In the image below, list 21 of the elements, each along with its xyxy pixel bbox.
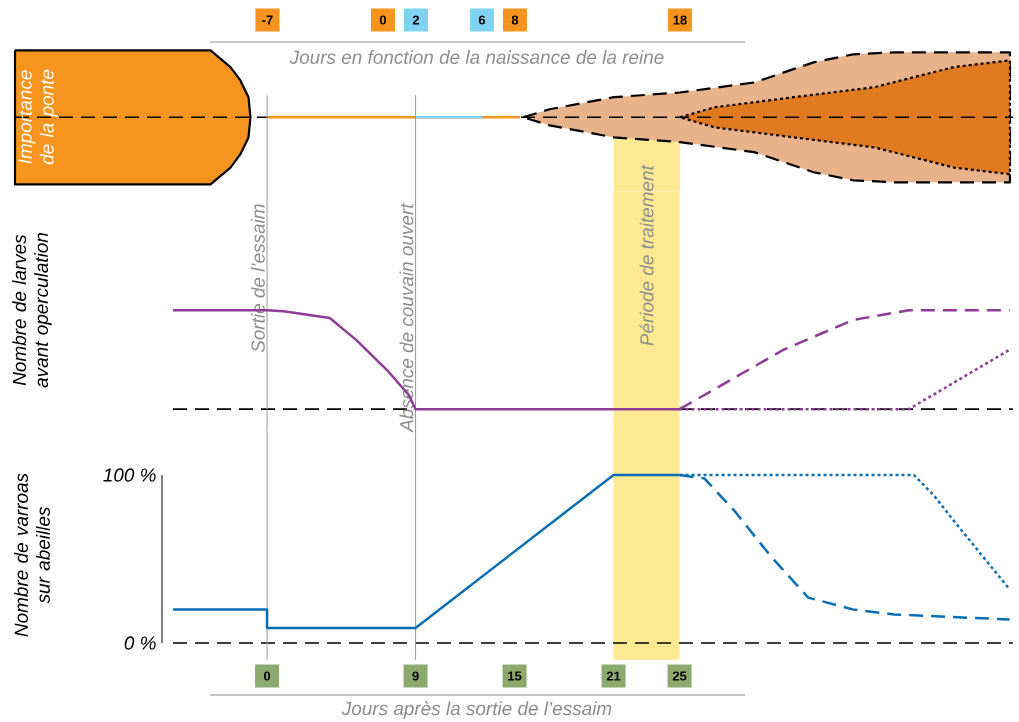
x-tick-label: 25: [672, 671, 687, 681]
x-tick-label: 21: [606, 671, 621, 681]
y-tick-label: 0 %: [124, 636, 156, 650]
x-tick-label: 18: [673, 15, 687, 25]
x-tick-label: -7: [262, 15, 273, 25]
y-axis-title: Nombre de larves avant operculation: [12, 232, 52, 388]
ref-line-label: Sortie de l’essaim: [250, 204, 265, 353]
x-tick-label: 0: [379, 15, 387, 25]
x-tick-label: 2: [412, 15, 420, 25]
ref-line-label: Absence de couvain ouvert: [399, 202, 414, 433]
x-tick-label: 0: [263, 671, 271, 681]
x-tick-label: 8: [511, 15, 519, 25]
y-axis-title: Importance de la ponte: [18, 69, 58, 165]
band-label: Période de traitement: [639, 164, 654, 346]
x-tick-label: 15: [508, 671, 522, 681]
y-tick-label: 100 %: [103, 468, 156, 482]
x-axis-title: Jours après la sortie de l’essaim: [341, 700, 612, 719]
x-axis-title: Jours en fonction de la naissance de la reine: [289, 49, 664, 64]
x-tick-label: 6: [478, 15, 486, 25]
y-axis-title: Nombre de varroas sur abeilles: [14, 473, 50, 637]
x-tick-label: 9: [412, 671, 419, 681]
